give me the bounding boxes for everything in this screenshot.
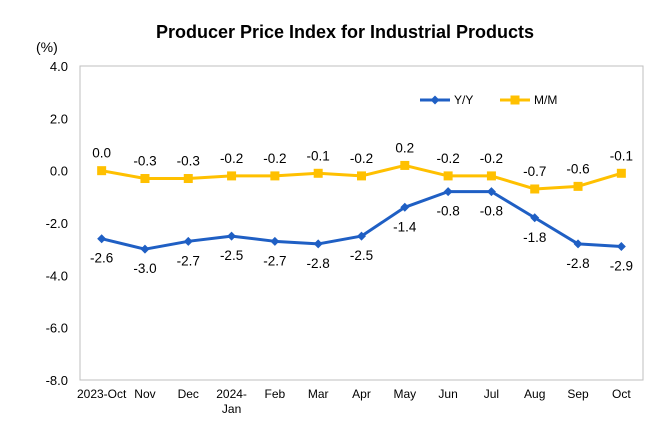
data-point-m-m: [357, 171, 366, 181]
data-point-y-y: [97, 234, 107, 244]
legend-label-m-m: M/M: [534, 93, 557, 107]
x-tick-label: Oct: [612, 387, 631, 401]
data-label-m-m: -0.3: [133, 154, 156, 169]
data-point-y-y: [227, 231, 237, 241]
x-axis-ticks: 2023-Oct Nov Dec 2024-Jan Feb Mar Apr May Jun Jul…: [77, 387, 631, 416]
x-tick-label: Sep: [567, 387, 589, 401]
data-label-y-y: -2.5: [350, 248, 373, 263]
data-point-m-m: [140, 174, 150, 184]
x-tick-label: Nov: [134, 387, 155, 401]
data-point-m-m: [270, 171, 280, 181]
data-point-y-y: [140, 244, 150, 254]
plot-area: 4.0 2.0 0.0 -2.0 -4.0 -6.0 -8.0 2023-Oct Nov Dec…: [46, 59, 644, 416]
chart-title: Producer Price Index for Industrial Prod…: [156, 22, 534, 42]
series-layer: [97, 160, 626, 254]
legend-label-y-y: Y/Y: [454, 93, 473, 107]
data-point-m-m: [616, 168, 626, 178]
plot-frame: [79, 65, 644, 381]
data-label-m-m: -0.2: [263, 151, 286, 166]
x-tick-label: Jun: [438, 387, 457, 401]
y-tick-label: -6.0: [46, 321, 68, 336]
data-label-m-m: -0.2: [350, 151, 373, 166]
x-tick-label: 2023-Oct: [77, 387, 127, 401]
x-tick-label: Feb: [265, 387, 286, 401]
y-axis-ticks: 4.0 2.0 0.0 -2.0 -4.0 -6.0 -8.0: [46, 59, 68, 388]
data-point-m-m: [400, 160, 410, 170]
data-label-y-y: -2.7: [263, 253, 286, 268]
x-tick-label: Apr: [352, 387, 371, 401]
y-tick-label: 4.0: [50, 59, 68, 74]
data-label-y-y: -0.8: [480, 204, 503, 219]
data-point-m-m: [183, 174, 193, 184]
x-tick-label: Mar: [308, 387, 329, 401]
data-label-y-y: -2.5: [220, 248, 243, 263]
data-label-y-y: -1.8: [523, 230, 546, 245]
y-tick-label: 0.0: [50, 164, 68, 179]
data-label-m-m: -0.2: [436, 151, 459, 166]
data-point-y-y: [400, 202, 410, 212]
data-label-m-m: -0.3: [177, 154, 200, 169]
x-tick-label: Dec: [178, 387, 199, 401]
x-tick-label: May: [393, 387, 416, 401]
data-point-y-y: [270, 236, 280, 246]
x-tick-label: 2024-Jan: [216, 387, 247, 416]
data-label-y-y: -2.7: [177, 253, 200, 268]
y-tick-label: 2.0: [50, 111, 68, 126]
y-tick-label: -4.0: [46, 268, 68, 283]
data-label-m-m: -0.2: [220, 151, 243, 166]
data-point-m-m: [486, 171, 496, 181]
data-point-m-m: [313, 168, 323, 178]
data-label-y-y: -1.4: [393, 219, 417, 234]
data-point-m-m: [530, 184, 540, 194]
data-label-m-m: -0.1: [307, 148, 330, 163]
data-point-m-m: [227, 171, 237, 181]
data-point-y-y: [573, 239, 583, 249]
x-tick-label: Jul: [484, 387, 499, 401]
data-label-m-m: 0.2: [395, 140, 414, 155]
data-label-y-y: -2.6: [90, 251, 113, 266]
data-label-m-m: -0.6: [566, 161, 589, 176]
data-point-y-y: [313, 239, 323, 249]
data-point-m-m: [573, 181, 583, 191]
legend: Y/Y M/M: [420, 93, 557, 107]
data-label-y-y: -2.9: [610, 259, 633, 274]
y-tick-label: -8.0: [46, 373, 68, 388]
data-point-y-y: [183, 236, 193, 246]
data-point-y-y: [486, 187, 496, 197]
y-tick-label: -2.0: [46, 216, 68, 231]
legend-marker-m-m: [510, 95, 520, 105]
data-label-y-y: -2.8: [566, 256, 589, 271]
data-label-layer: -2.6 -3.0 -2.7 -2.5 -2.7 -2.8 -2.5 -1.4 -0.8 -0.8…: [90, 140, 633, 276]
data-point-y-y: [616, 242, 626, 252]
x-tick-label: Aug: [524, 387, 545, 401]
data-label-y-y: -0.8: [436, 204, 459, 219]
legend-marker-y-y: [430, 95, 440, 105]
data-label-m-m: -0.7: [523, 164, 546, 179]
data-label-y-y: -3.0: [133, 261, 156, 276]
data-label-y-y: -2.8: [307, 256, 330, 271]
y-axis-unit-label: (%): [36, 39, 58, 55]
data-label-m-m: -0.2: [480, 151, 503, 166]
data-point-y-y: [443, 187, 453, 197]
data-point-y-y: [357, 231, 366, 241]
data-label-m-m: -0.1: [610, 148, 633, 163]
data-label-m-m: 0.0: [92, 146, 111, 161]
data-point-m-m: [443, 171, 453, 181]
data-point-m-m: [97, 166, 107, 176]
data-point-y-y: [530, 213, 540, 223]
